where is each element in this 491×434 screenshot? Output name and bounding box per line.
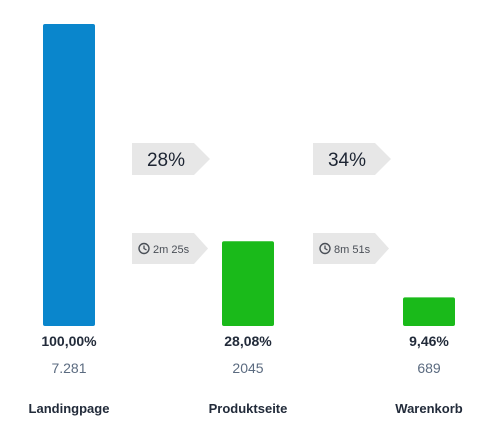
time-tag: [132, 233, 208, 264]
bar-percent-label: 100,00%: [41, 333, 97, 349]
conversion-rate-label: 34%: [328, 150, 366, 171]
bar-produktseite: [222, 241, 274, 326]
stage-label: Landingpage: [29, 401, 110, 416]
conversion-tag: [313, 143, 391, 175]
bar-count-label: 689: [417, 360, 441, 376]
stage-label: Produktseite: [209, 401, 288, 416]
clock-icon: [319, 242, 331, 255]
time-tag: [313, 233, 389, 264]
conversion-tag: [132, 143, 210, 175]
bar-percent-label: 28,08%: [224, 333, 272, 349]
time-between-label: 2m 25s: [153, 244, 190, 256]
bar-count-label: 2045: [232, 360, 263, 376]
stage-label: Warenkorb: [395, 401, 462, 416]
bar-warenkorb: [403, 297, 455, 326]
bar-landingpage: [43, 24, 95, 326]
bar-count-label: 7.281: [51, 360, 86, 376]
conversion-rate-label: 28%: [147, 150, 185, 171]
bar-percent-label: 9,46%: [409, 333, 449, 349]
time-between-label: 8m 51s: [334, 244, 371, 256]
clock-icon: [138, 242, 150, 255]
